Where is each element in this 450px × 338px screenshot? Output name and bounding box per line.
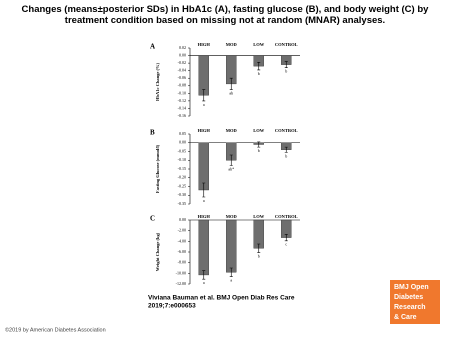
category-label: LOW (253, 128, 265, 133)
copyright: ©2019 by American Diabetes Association (5, 326, 106, 333)
error-bar (257, 141, 261, 148)
category-label: CONTROL (275, 42, 298, 47)
significance-letter: b (258, 253, 260, 258)
category-label: HIGH (198, 214, 211, 219)
y-tick-label: -2.00 (178, 228, 186, 233)
y-axis-label: Fasting Glucose (mmol/l) (155, 144, 160, 193)
logo-text: Research (394, 304, 426, 311)
y-tick-label: 0.00 (179, 217, 186, 222)
significance-letter: a (203, 198, 205, 203)
error-bar (202, 270, 206, 280)
error-bar (229, 154, 233, 166)
y-tick-label: -0.35 (178, 201, 186, 206)
y-tick-label: -0.06 (178, 75, 186, 80)
logo-text: & Care (394, 314, 417, 321)
error-bar (202, 182, 206, 198)
y-tick-label: 0.02 (179, 45, 186, 50)
y-tick-label: -4.00 (178, 238, 186, 243)
citation: Viviana Bauman et al. BMJ Open Diab Res … (148, 295, 295, 302)
category-label: LOW (253, 42, 265, 47)
panel-label: C (150, 215, 155, 223)
category-label: HIGH (198, 42, 211, 47)
y-tick-label: -0.20 (178, 175, 186, 180)
significance-letter: c (285, 242, 287, 247)
slide-title: Changes (means±posterior SDs) in HbA1c (… (21, 4, 429, 26)
y-tick-label: -12.00 (176, 281, 186, 286)
significance-letter: b (285, 69, 287, 74)
y-tick-label: -0.10 (178, 90, 186, 95)
y-tick-label: -0.12 (178, 98, 186, 103)
y-tick-label: -0.14 (178, 105, 186, 110)
logo-box (390, 280, 440, 324)
error-bar (284, 146, 288, 153)
significance-letter: b (258, 71, 260, 76)
y-tick-label: -0.04 (178, 68, 186, 73)
bar (198, 219, 209, 276)
category-label: LOW (253, 214, 265, 219)
citation: 2019;7:e000653 (148, 303, 196, 310)
category-label: CONTROL (275, 214, 298, 219)
y-tick-label: 0.05 (179, 131, 186, 136)
y-tick-label: -0.08 (178, 83, 186, 88)
y-axis-label: HbA1c Change (%) (155, 62, 160, 101)
y-tick-label: -8.00 (178, 260, 186, 265)
y-tick-label: -0.15 (178, 166, 186, 171)
y-tick-label: -0.25 (178, 183, 186, 188)
panel-label: A (150, 43, 155, 51)
y-tick-label: -0.16 (178, 113, 186, 118)
error-bar (229, 267, 233, 277)
significance-letter: ab* (228, 166, 234, 171)
error-bar (284, 61, 288, 68)
significance-letter: b (258, 148, 260, 153)
y-tick-label: 0.00 (179, 140, 186, 145)
panel-label: B (150, 129, 155, 137)
category-label: MOD (226, 42, 238, 47)
error-bar (284, 234, 288, 242)
bar (226, 219, 237, 273)
significance-letter: ab (229, 90, 233, 95)
y-axis-label: Weight Change (kg) (155, 232, 160, 271)
error-bar (257, 243, 261, 253)
y-tick-label: -0.30 (178, 192, 186, 197)
significance-letter: b (285, 153, 287, 158)
y-tick-label: 0.00 (179, 52, 186, 57)
y-tick-label: -0.05 (178, 148, 186, 153)
significance-letter: a (203, 102, 205, 107)
y-tick-label: -6.00 (178, 249, 186, 254)
y-tick-label: -0.10 (178, 157, 186, 162)
significance-letter: a (230, 277, 232, 282)
category-label: CONTROL (275, 128, 298, 133)
category-label: MOD (226, 214, 238, 219)
error-bar (229, 77, 233, 90)
error-bar (202, 89, 206, 102)
logo-text: Diabetes (394, 294, 423, 301)
category-label: MOD (226, 128, 238, 133)
logo-text: BMJ Open (394, 284, 429, 291)
significance-letter: a (203, 280, 205, 285)
y-tick-label: -10.00 (176, 270, 186, 275)
category-label: HIGH (198, 128, 211, 133)
y-tick-label: -0.02 (178, 60, 186, 65)
error-bar (257, 62, 261, 71)
